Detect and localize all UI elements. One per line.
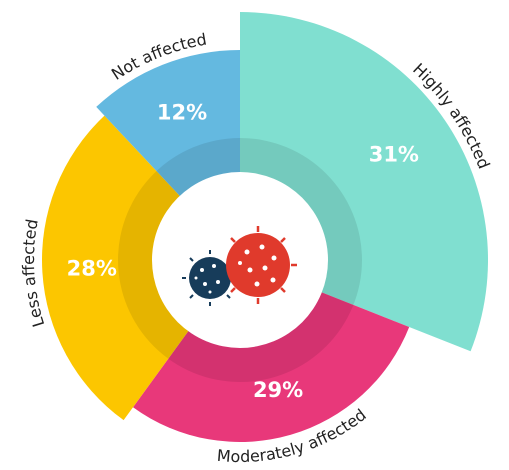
value-label: 12% xyxy=(157,101,207,125)
value-label: 28% xyxy=(67,256,117,280)
value-label: 29% xyxy=(253,378,303,402)
value-label: 31% xyxy=(369,142,419,166)
chart: 31%Highly affected29%Moderately affected… xyxy=(0,0,509,470)
